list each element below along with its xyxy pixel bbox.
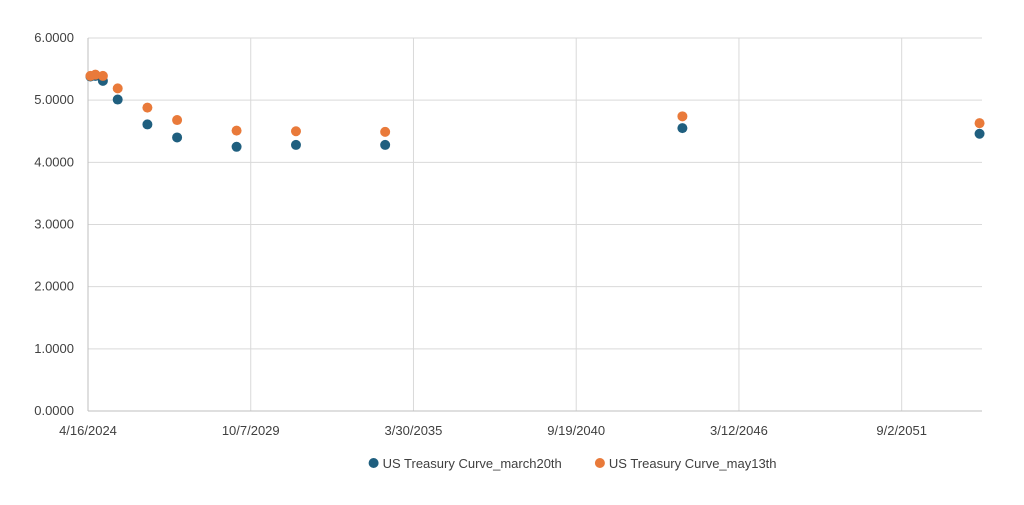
- data-point-series-0: [112, 94, 123, 105]
- y-tick-label: 5.0000: [34, 92, 74, 107]
- data-point-series-1: [90, 69, 101, 80]
- y-tick-label: 6.0000: [34, 30, 74, 45]
- data-point-series-1: [290, 126, 301, 137]
- legend-marker-series-0: [368, 458, 379, 468]
- legend-marker-series-1: [594, 458, 605, 468]
- data-point-series-0: [290, 139, 301, 150]
- data-points: [85, 69, 985, 152]
- legend-label-series-1: US Treasury Curve_may13th: [609, 456, 777, 471]
- legend-label-series-0: US Treasury Curve_march20th: [383, 456, 562, 471]
- x-tick-label: 3/12/2046: [710, 423, 768, 438]
- legend: US Treasury Curve_march20th US Treasury C…: [368, 456, 777, 471]
- data-point-series-0: [677, 123, 688, 134]
- x-tick-label: 3/30/2035: [385, 423, 443, 438]
- x-tick-label: 9/19/2040: [547, 423, 605, 438]
- y-axis-tick-labels: 0.0000 1.0000 2.0000 3.0000 4.0000 5.0000 6.00…: [34, 30, 74, 418]
- y-tick-label: 0.0000: [34, 403, 74, 418]
- data-point-series-0: [172, 132, 183, 143]
- data-point-series-1: [231, 125, 242, 136]
- data-point-series-0: [974, 128, 985, 139]
- data-point-series-1: [142, 102, 153, 113]
- y-tick-label: 3.0000: [34, 217, 74, 232]
- y-tick-label: 4.0000: [34, 154, 74, 169]
- data-point-series-1: [974, 118, 985, 129]
- data-point-series-1: [112, 83, 123, 94]
- data-point-series-0: [231, 141, 242, 152]
- y-tick-label: 2.0000: [34, 279, 74, 294]
- data-point-series-1: [677, 111, 688, 122]
- x-tick-label: 4/16/2024: [59, 423, 117, 438]
- axes: [87, 38, 982, 412]
- data-point-series-1: [172, 115, 183, 126]
- data-point-series-0: [380, 139, 391, 150]
- data-point-series-1: [380, 126, 391, 137]
- y-tick-label: 1.0000: [34, 341, 74, 356]
- gridlines: [88, 37, 982, 411]
- data-point-series-1: [97, 70, 108, 81]
- x-tick-label: 9/2/2051: [876, 423, 927, 438]
- x-tick-label: 10/7/2029: [222, 423, 280, 438]
- x-axis-tick-labels: 4/16/2024 10/7/2029 3/30/2035 9/19/2040 3/12…: [59, 423, 927, 438]
- data-point-series-0: [142, 119, 153, 130]
